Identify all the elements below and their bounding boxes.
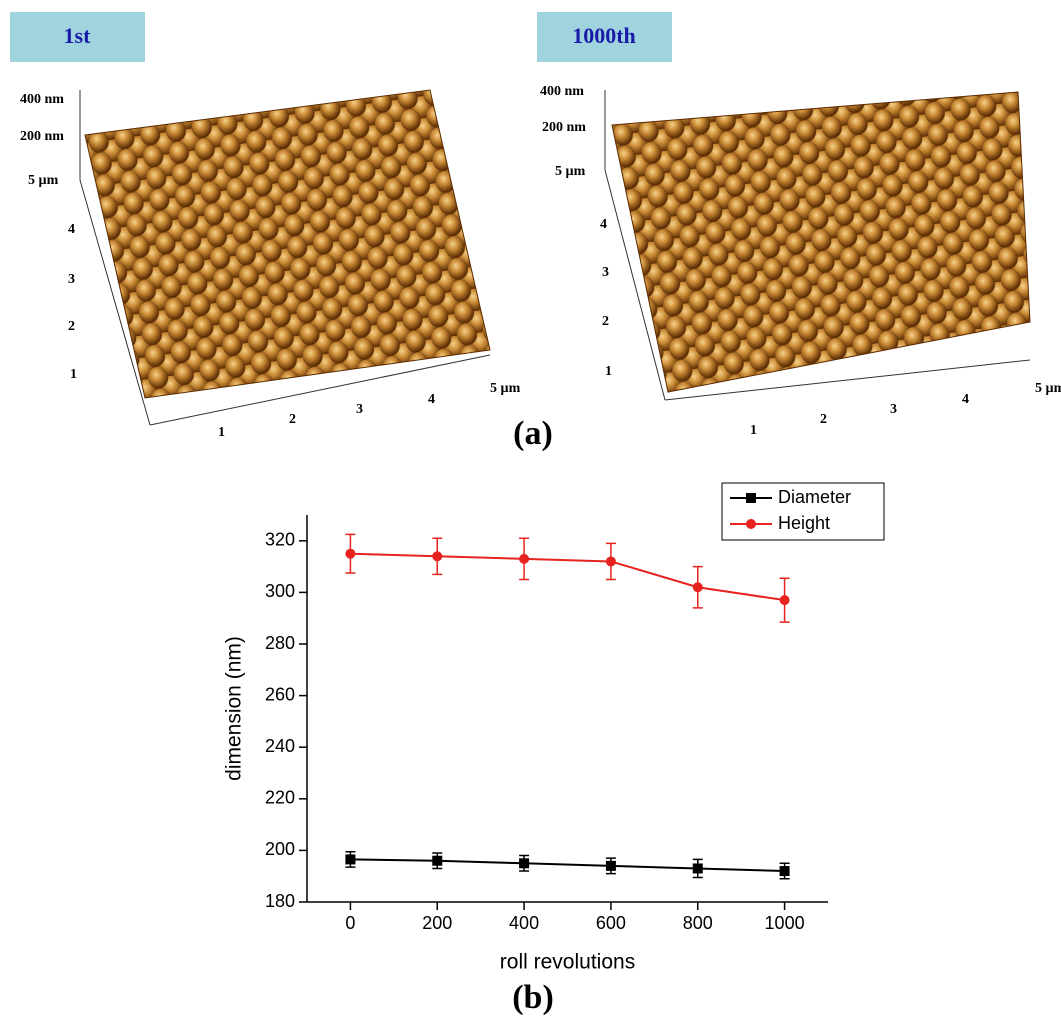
y-tick-label: 1 (605, 364, 612, 379)
x-tick-label: 600 (596, 913, 626, 933)
z-tick-label: 200 nm (542, 120, 586, 135)
x-tick-label: 1 (750, 423, 757, 438)
afm-surface (79, 89, 491, 426)
x-tick-label: 1 (218, 425, 225, 440)
x-tick-label: 2 (820, 412, 827, 427)
afm-surface (604, 90, 1031, 401)
marker (605, 556, 616, 567)
marker (345, 548, 356, 559)
series-line (350, 858, 785, 873)
y-tick-label: 320 (265, 530, 295, 550)
panel-label: (b) (512, 979, 554, 1016)
x-tick-label: 200 (422, 913, 452, 933)
x-tick-label: 3 (356, 402, 363, 417)
y-tick-label: 4 (68, 222, 75, 237)
x-tick-label: 5 µm (490, 381, 521, 396)
title-box (10, 12, 145, 62)
y-tick-label: 200 (265, 839, 295, 859)
x-tick-label: 1000 (765, 913, 805, 933)
image-title: 1st (64, 23, 92, 48)
y-tick-label: 180 (265, 891, 295, 911)
x-tick-label: 800 (683, 913, 713, 933)
title-box (537, 12, 672, 62)
x-tick-label: 4 (962, 392, 969, 407)
y-tick-label: 4 (600, 217, 607, 232)
z-tick-label: 400 nm (20, 92, 64, 107)
marker (519, 553, 530, 564)
legend-box (721, 482, 885, 541)
legend-marker (746, 519, 756, 529)
marker (692, 582, 703, 593)
y-tick-label: 5 µm (555, 164, 586, 179)
y-tick-label: 3 (68, 272, 75, 287)
marker (692, 863, 703, 874)
y-tick-label: 300 (265, 581, 295, 601)
x-tick-label: 2 (289, 412, 296, 427)
z-tick-label: 200 nm (20, 129, 64, 144)
marker (432, 855, 443, 866)
y-tick-label: 280 (265, 633, 295, 653)
legend-label: Height (778, 513, 830, 533)
y-tick-label: 5 µm (28, 173, 59, 188)
y-tick-label: 1 (70, 367, 77, 382)
x-tick-label: 0 (345, 913, 355, 933)
y-tick-label: 240 (265, 736, 295, 756)
panel-label: (a) (513, 415, 553, 452)
x-axis-title: roll revolutions (500, 951, 635, 974)
y-tick-label: 2 (602, 314, 609, 329)
image-title: 1000th (572, 23, 636, 48)
x-tick-label: 5 µm (1035, 381, 1061, 396)
marker (605, 860, 616, 871)
legend-marker (746, 493, 756, 503)
y-tick-label: 260 (265, 684, 295, 704)
marker (779, 866, 790, 877)
y-axis-title: dimension (nm) (223, 636, 246, 781)
x-tick-label: 3 (890, 402, 897, 417)
legend-label: Diameter (778, 487, 851, 507)
y-tick-label: 3 (602, 265, 609, 280)
marker (432, 551, 443, 562)
marker (345, 854, 356, 865)
y-tick-label: 220 (265, 788, 295, 808)
z-tick-label: 400 nm (540, 84, 584, 99)
series-line (350, 552, 785, 602)
x-tick-label: 400 (509, 913, 539, 933)
marker (779, 595, 790, 606)
x-tick-label: 4 (428, 392, 435, 407)
marker (519, 858, 530, 869)
y-tick-label: 2 (68, 319, 75, 334)
